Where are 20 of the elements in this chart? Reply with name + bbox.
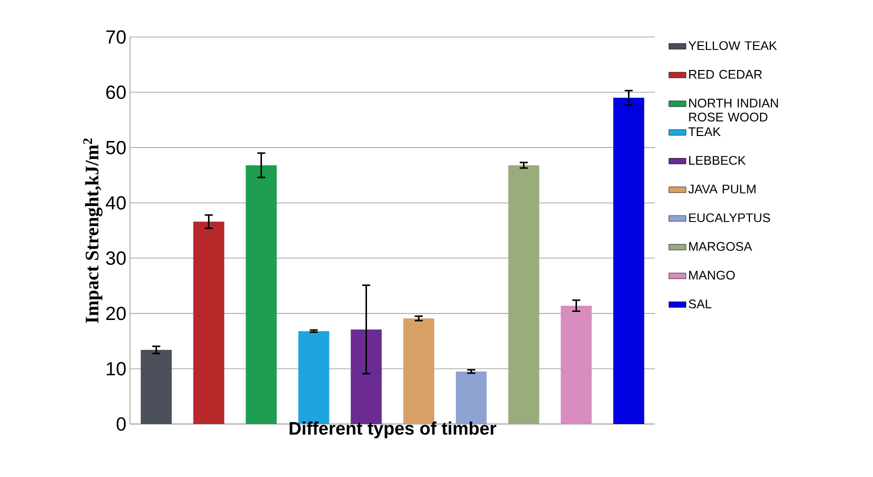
legend-label: SAL — [688, 300, 712, 308]
legend-label: NORTH INDIAN ROSE WOOD — [689, 98, 778, 122]
legend-label: MARGOSA — [689, 242, 752, 251]
y-tick-label: 20 — [106, 306, 126, 320]
y-tick-label: 10 — [106, 362, 126, 376]
x-axis-title: Different types of timber — [290, 422, 496, 438]
legend-label: LEBBECK — [689, 156, 746, 165]
y-tick-label: 70 — [106, 30, 126, 44]
y-axis-title: Impact Strenght,kJ/m$^{2}$ — [83, 138, 102, 323]
legend-label: JAVA PULM — [688, 184, 756, 194]
y-tick-label: 60 — [106, 86, 126, 100]
legend-label: TEAK — [688, 127, 721, 136]
y-tick-label: 50 — [106, 140, 126, 154]
y-tick-label: 30 — [106, 251, 126, 265]
y-tick-label: 0 — [116, 417, 126, 431]
legend-label: RED CEDAR — [689, 70, 762, 79]
legend-label: EUCALYPTUS — [689, 213, 770, 222]
y-tick-label: 40 — [106, 196, 126, 210]
legend-label: YELLOW TEAK — [688, 41, 777, 50]
legend-label: MANGO — [689, 270, 735, 280]
